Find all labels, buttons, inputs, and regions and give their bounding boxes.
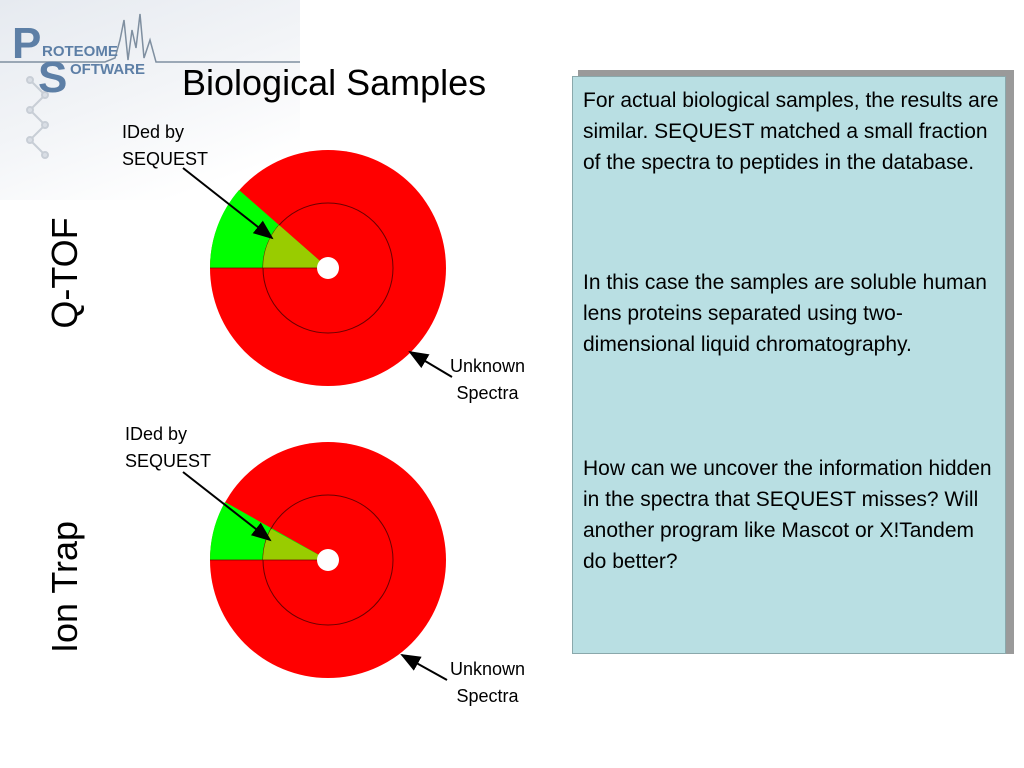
unknown-label-ion-trap: Unknown Spectra — [450, 656, 525, 710]
ided-label-line1: IDed by — [122, 122, 185, 142]
donut-qtof — [209, 150, 446, 386]
logo-letter-s: S — [38, 53, 67, 102]
ided-wedge-inner — [262, 225, 328, 268]
panel-paragraph-2: In this case the samples are soluble hum… — [583, 271, 987, 356]
unknown-label-qtof: Unknown Spectra — [450, 353, 525, 407]
panel-paragraph-1: For actual biological samples, the resul… — [583, 89, 999, 174]
unknown-arrow-qtof — [408, 350, 453, 378]
ided-label-qtof: IDed by SEQUEST — [122, 119, 208, 173]
unknown-label-line1: Unknown — [450, 659, 526, 679]
ided-wedge-inner — [263, 529, 328, 560]
unknown-label-line2: Spectra — [456, 686, 519, 706]
donut-hole — [317, 549, 339, 571]
ided-arrow-ion-trap — [182, 471, 272, 542]
proteome-software-logo: P ROTEOME S OFTWARE — [0, 13, 300, 159]
unknown-arrow-ion-trap — [400, 654, 448, 681]
panel-paragraph-3: How can we uncover the information hidde… — [583, 457, 992, 573]
logo-background — [0, 0, 300, 200]
ided-arrow-qtof — [182, 167, 274, 240]
ided-label-ion-trap: IDed by SEQUEST — [125, 421, 211, 475]
donut-hole — [317, 257, 339, 279]
slide-title: Biological Samples — [182, 62, 487, 103]
unknown-label-line2: Spectra — [456, 383, 519, 403]
donut-ion-trap — [209, 442, 446, 678]
unknown-label-line1: Unknown — [450, 356, 526, 376]
logo-molecule-icon — [26, 76, 49, 159]
logo-letter-p: P — [12, 19, 41, 68]
ided-label-line2: SEQUEST — [125, 451, 212, 471]
logo-word-2: OFTWARE — [70, 61, 145, 78]
logo-word-1: ROTEOME — [42, 43, 118, 60]
logo-spectrum-line — [0, 13, 300, 63]
ided-label-line2: SEQUEST — [122, 149, 209, 169]
text-panel: For actual biological samples, the resul… — [572, 76, 1006, 654]
ided-label-line1: IDed by — [125, 424, 188, 444]
